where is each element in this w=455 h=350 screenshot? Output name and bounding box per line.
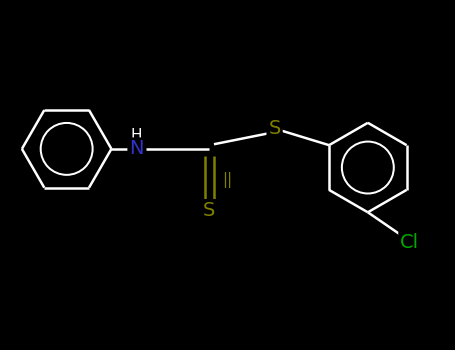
Text: S: S bbox=[268, 119, 281, 138]
Text: N: N bbox=[129, 139, 144, 159]
Text: H: H bbox=[131, 128, 142, 143]
Text: ||: || bbox=[222, 172, 233, 188]
Text: S: S bbox=[203, 201, 216, 220]
Text: Cl: Cl bbox=[400, 233, 420, 252]
